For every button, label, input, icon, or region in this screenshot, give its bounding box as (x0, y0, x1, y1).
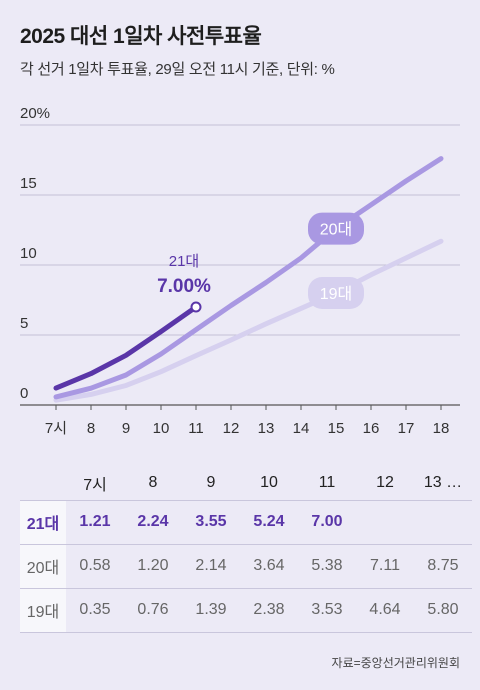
table-cell: 0.76 (124, 587, 182, 633)
x-tick-labels: 7시 8 9 10 11 12 13 14 15 16 17 18 (45, 420, 449, 437)
table-row-19: 19대 0.35 0.76 1.39 2.38 3.53 4.64 5.80 (20, 587, 472, 633)
y-tick-label: 10 (20, 245, 37, 262)
y-tick-label: 0 (20, 385, 28, 402)
table-cell: 3.64 (240, 543, 298, 588)
table-header-row: 7시 8 9 10 11 12 13 … (20, 466, 472, 500)
chart-title: 2025 대선 1일차 사전투표율 (20, 25, 262, 48)
x-tick-label: 18 (433, 420, 450, 437)
annotation-series-label: 21대 (169, 253, 200, 270)
x-tick-label: 14 (293, 420, 310, 437)
row-label: 21대 (20, 499, 66, 544)
table-header-cell: 10 (260, 473, 278, 491)
table-header-cell: 11 (318, 473, 336, 491)
x-tick-label: 9 (122, 420, 130, 437)
x-tick-label: 11 (188, 420, 204, 437)
table-header-cell: 9 (206, 473, 216, 491)
series-endpoint-21 (190, 301, 202, 313)
table-header-cell: 12 (376, 473, 394, 491)
source-note: 자료=중앙선거관리위원회 (331, 656, 460, 670)
y-tick-label: 5 (20, 315, 28, 332)
row-label: 20대 (20, 543, 66, 588)
table-cell: 1.21 (66, 499, 124, 544)
x-tick-label: 13 (258, 420, 275, 437)
table-cell: 0.58 (66, 543, 124, 588)
table-cell: 8.75 (414, 543, 472, 588)
table-cell (356, 499, 414, 544)
x-tick-label: 15 (328, 420, 345, 437)
x-tick-label: 12 (223, 420, 240, 437)
y-tick-label: 15 (20, 175, 37, 192)
series-pill-label-20대: 20대 (320, 221, 353, 239)
annotation-value-label: 7.00% (157, 276, 211, 297)
table-cell: 7.00 (298, 499, 356, 544)
table-cell: 2.24 (124, 499, 182, 544)
y-tick-labels: 0 5 10 15 20% (20, 105, 50, 402)
table-header-cell: 7시 (83, 476, 107, 494)
table-corner (20, 466, 66, 500)
table-cell: 5.24 (240, 499, 298, 544)
x-tick-label: 7시 (45, 420, 67, 437)
table-cell: 2.38 (240, 587, 298, 633)
x-tick-label: 17 (398, 420, 415, 437)
row-label: 19대 (20, 587, 66, 633)
table-row-21: 21대 1.21 2.24 3.55 5.24 7.00 (20, 499, 472, 544)
table-cell: 3.55 (182, 499, 240, 544)
series-pill-label-19대: 19대 (320, 285, 353, 303)
x-tick-label: 8 (87, 420, 95, 437)
series-labels: 21대 7.00% 20대 19대 (157, 212, 364, 309)
turnout-table: 7시 8 9 10 11 12 13 … 21대 1.21 2.24 3.55 … (20, 466, 472, 633)
series-line-19대 (53, 238, 444, 403)
table-header-cell: 8 (148, 473, 158, 491)
table-header-cell: 13 … (423, 473, 463, 491)
series-line-20대 (53, 156, 444, 400)
turnout-line-chart: 0 5 10 15 20% 7시 8 9 10 11 12 13 14 15 16 17 18 21대 7.00… (20, 105, 460, 437)
chart-subtitle: 각 선거 1일차 투표율, 29일 오전 11시 기준, 단위: % (20, 61, 335, 78)
table-cell: 1.39 (182, 587, 240, 633)
table-row-20: 20대 0.58 1.20 2.14 3.64 5.38 7.11 8.75 (20, 543, 472, 588)
grid-lines (20, 124, 460, 410)
table-cell (414, 499, 472, 544)
series-pill-19대 (308, 277, 364, 309)
series-lines (53, 156, 444, 403)
series-pill-20대 (308, 212, 364, 245)
y-tick-label: 20% (20, 105, 50, 122)
series-line-21대 (53, 304, 199, 391)
table-cell: 0.35 (66, 587, 124, 633)
table-cell: 1.20 (124, 543, 182, 588)
table-cell: 2.14 (182, 543, 240, 588)
x-tick-label: 10 (153, 420, 170, 437)
table-cell: 7.11 (356, 543, 414, 588)
x-tick-label: 16 (363, 420, 380, 437)
table-cell: 3.53 (298, 587, 356, 633)
table-cell: 4.64 (356, 587, 414, 633)
table-cell: 5.38 (298, 543, 356, 588)
table-cell: 5.80 (414, 587, 472, 633)
